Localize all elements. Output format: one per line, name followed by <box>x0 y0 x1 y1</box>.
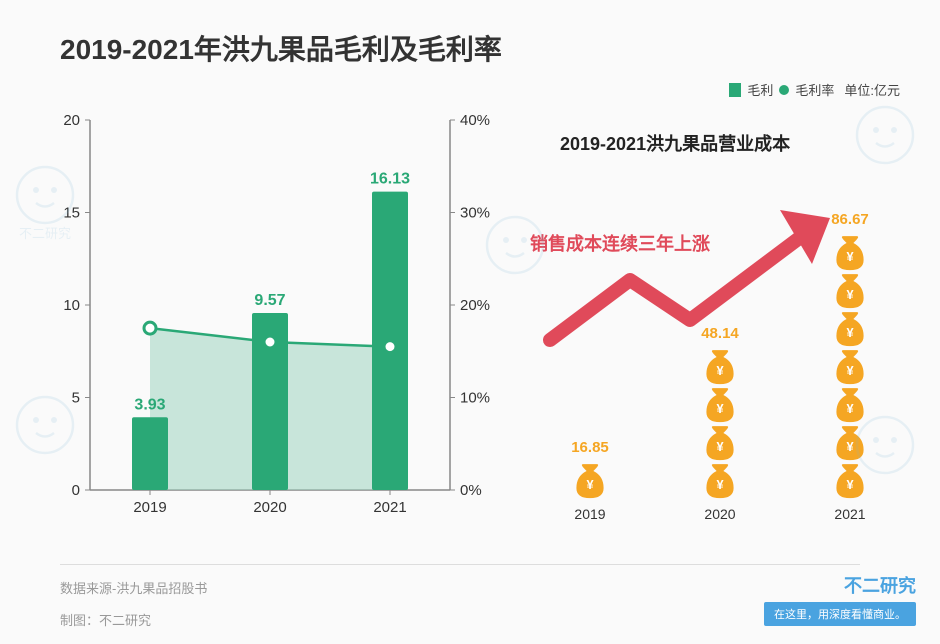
money-bag-icon: ¥ <box>703 426 737 462</box>
divider <box>60 564 860 565</box>
bag-column: ¥ ¥ ¥ ¥ <box>690 350 750 500</box>
money-bag-icon: ¥ <box>833 350 867 386</box>
svg-text:¥: ¥ <box>846 439 854 454</box>
arrow-icon <box>550 210 830 340</box>
money-bag-icon: ¥ <box>703 464 737 500</box>
page-title: 2019-2021年洪九果品毛利及毛利率 <box>60 28 502 68</box>
bag-value-label: 86.67 <box>820 211 880 228</box>
svg-text:10: 10 <box>63 297 80 314</box>
svg-text:5: 5 <box>72 390 80 407</box>
money-bag-icon: ¥ <box>833 464 867 500</box>
money-bag-icon: ¥ <box>833 388 867 424</box>
money-bag-icon: ¥ <box>833 236 867 272</box>
svg-text:16.13: 16.13 <box>370 171 410 188</box>
money-bag-icon: ¥ <box>703 350 737 386</box>
legend-bar-swatch <box>729 83 741 97</box>
money-bag-icon: ¥ <box>833 274 867 310</box>
svg-text:20%: 20% <box>460 297 490 314</box>
svg-text:15: 15 <box>63 205 80 222</box>
svg-text:¥: ¥ <box>716 477 724 492</box>
svg-text:¥: ¥ <box>846 477 854 492</box>
bag-year-label: 2021 <box>820 506 880 522</box>
svg-text:¥: ¥ <box>846 401 854 416</box>
brand-tagline: 在这里，用深度看懂商业。 <box>764 602 916 626</box>
svg-text:2021: 2021 <box>373 499 406 516</box>
bag-year-label: 2020 <box>690 506 750 522</box>
main-chart: 0 5 10 15 20 0% 10% 20% 30% 40% 3.93 2019 9.57 2020 16… <box>40 100 500 540</box>
bag-year-label: 2019 <box>560 506 620 522</box>
money-bag-icon: ¥ <box>573 464 607 500</box>
svg-text:¥: ¥ <box>716 401 724 416</box>
svg-text:¥: ¥ <box>846 363 854 378</box>
svg-text:3.93: 3.93 <box>134 396 165 413</box>
svg-text:40%: 40% <box>460 112 490 129</box>
svg-text:0%: 0% <box>460 482 482 499</box>
svg-text:0: 0 <box>72 482 80 499</box>
svg-text:20: 20 <box>63 112 80 129</box>
bag-column: ¥ <box>560 464 620 500</box>
svg-text:¥: ¥ <box>846 249 854 264</box>
money-bag-icon: ¥ <box>703 388 737 424</box>
svg-text:30%: 30% <box>460 205 490 222</box>
svg-text:¥: ¥ <box>586 477 594 492</box>
legend-line-label: 毛利率 <box>795 80 834 99</box>
footer-credit: 制图：不二研究 <box>60 610 151 629</box>
svg-text:10%: 10% <box>460 390 490 407</box>
svg-text:¥: ¥ <box>716 363 724 378</box>
bag-value-label: 48.14 <box>690 325 750 342</box>
chart-svg: 0 5 10 15 20 0% 10% 20% 30% 40% 3.93 2019 9.57 2020 16… <box>40 100 500 540</box>
side-infographic: 2019-2021洪九果品营业成本 销售成本连续三年上涨 ¥ 16.852019… <box>520 100 920 540</box>
legend-line-swatch <box>779 85 789 95</box>
legend-unit: 单位:亿元 <box>844 80 900 99</box>
svg-text:¥: ¥ <box>716 439 724 454</box>
bag-column: ¥ ¥ ¥ ¥ ¥ ¥ ¥ <box>820 236 880 500</box>
brand-box: 不二研究 在这里，用深度看懂商业。 <box>764 572 916 626</box>
footer-source: 数据来源-洪九果品招股书 <box>60 578 207 597</box>
svg-text:2020: 2020 <box>253 499 286 516</box>
svg-text:2019: 2019 <box>133 499 166 516</box>
money-bag-icon: ¥ <box>833 426 867 462</box>
svg-text:¥: ¥ <box>846 325 854 340</box>
svg-text:9.57: 9.57 <box>254 292 285 309</box>
legend-bar-label: 毛利 <box>747 80 773 99</box>
brand-name: 不二研究 <box>764 572 916 598</box>
money-bag-icon: ¥ <box>833 312 867 348</box>
legend: 毛利 毛利率 单位:亿元 <box>729 80 900 99</box>
bag-value-label: 16.85 <box>560 439 620 456</box>
svg-text:¥: ¥ <box>846 287 854 302</box>
